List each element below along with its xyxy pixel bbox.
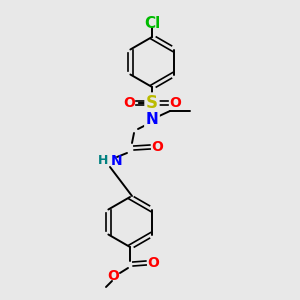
Text: Cl: Cl <box>144 16 160 31</box>
Text: N: N <box>146 112 158 127</box>
Text: O: O <box>147 256 159 270</box>
Text: O: O <box>151 140 163 154</box>
Text: O: O <box>107 269 119 283</box>
Text: N: N <box>111 154 123 168</box>
Text: H: H <box>98 154 108 167</box>
Text: O: O <box>169 96 181 110</box>
Text: O: O <box>123 96 135 110</box>
Text: S: S <box>146 94 158 112</box>
